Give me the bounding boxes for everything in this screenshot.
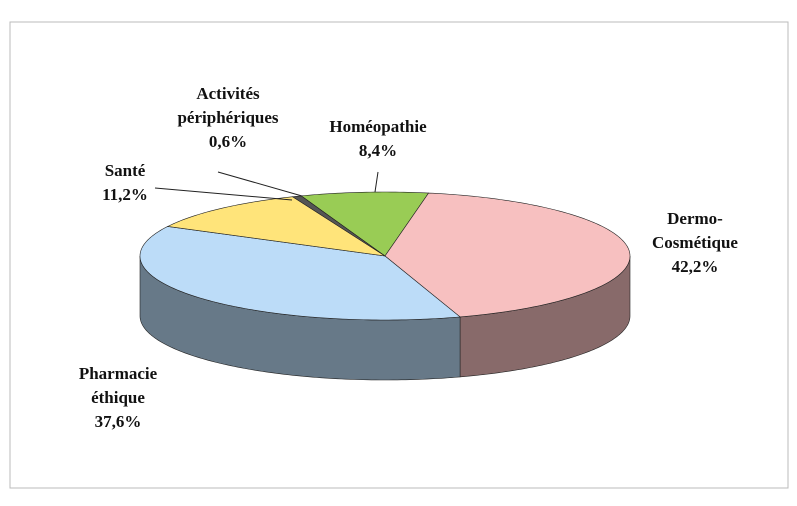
leader-line: [217, 171, 303, 197]
value-label: 11,2%: [102, 185, 148, 204]
slice-label: Dermo-Cosmétique: [652, 209, 738, 252]
slice: [384, 192, 631, 318]
slice: [300, 191, 430, 257]
slice-label: Homéopathie: [329, 117, 427, 136]
value-label: 37,6%: [95, 412, 142, 431]
slice-label: Activités périphériques: [177, 84, 278, 127]
slice-label: Pharmacie éthique: [79, 364, 158, 407]
value-label: 42,2%: [672, 257, 719, 276]
leader-line: [374, 171, 379, 193]
slice: [139, 226, 461, 321]
slice: [166, 196, 386, 257]
slice-label: Santé: [105, 161, 146, 180]
leader-line: [154, 187, 293, 201]
slice: [291, 195, 386, 257]
value-label: 8,4%: [359, 141, 397, 160]
value-label: 0,6%: [209, 132, 247, 151]
